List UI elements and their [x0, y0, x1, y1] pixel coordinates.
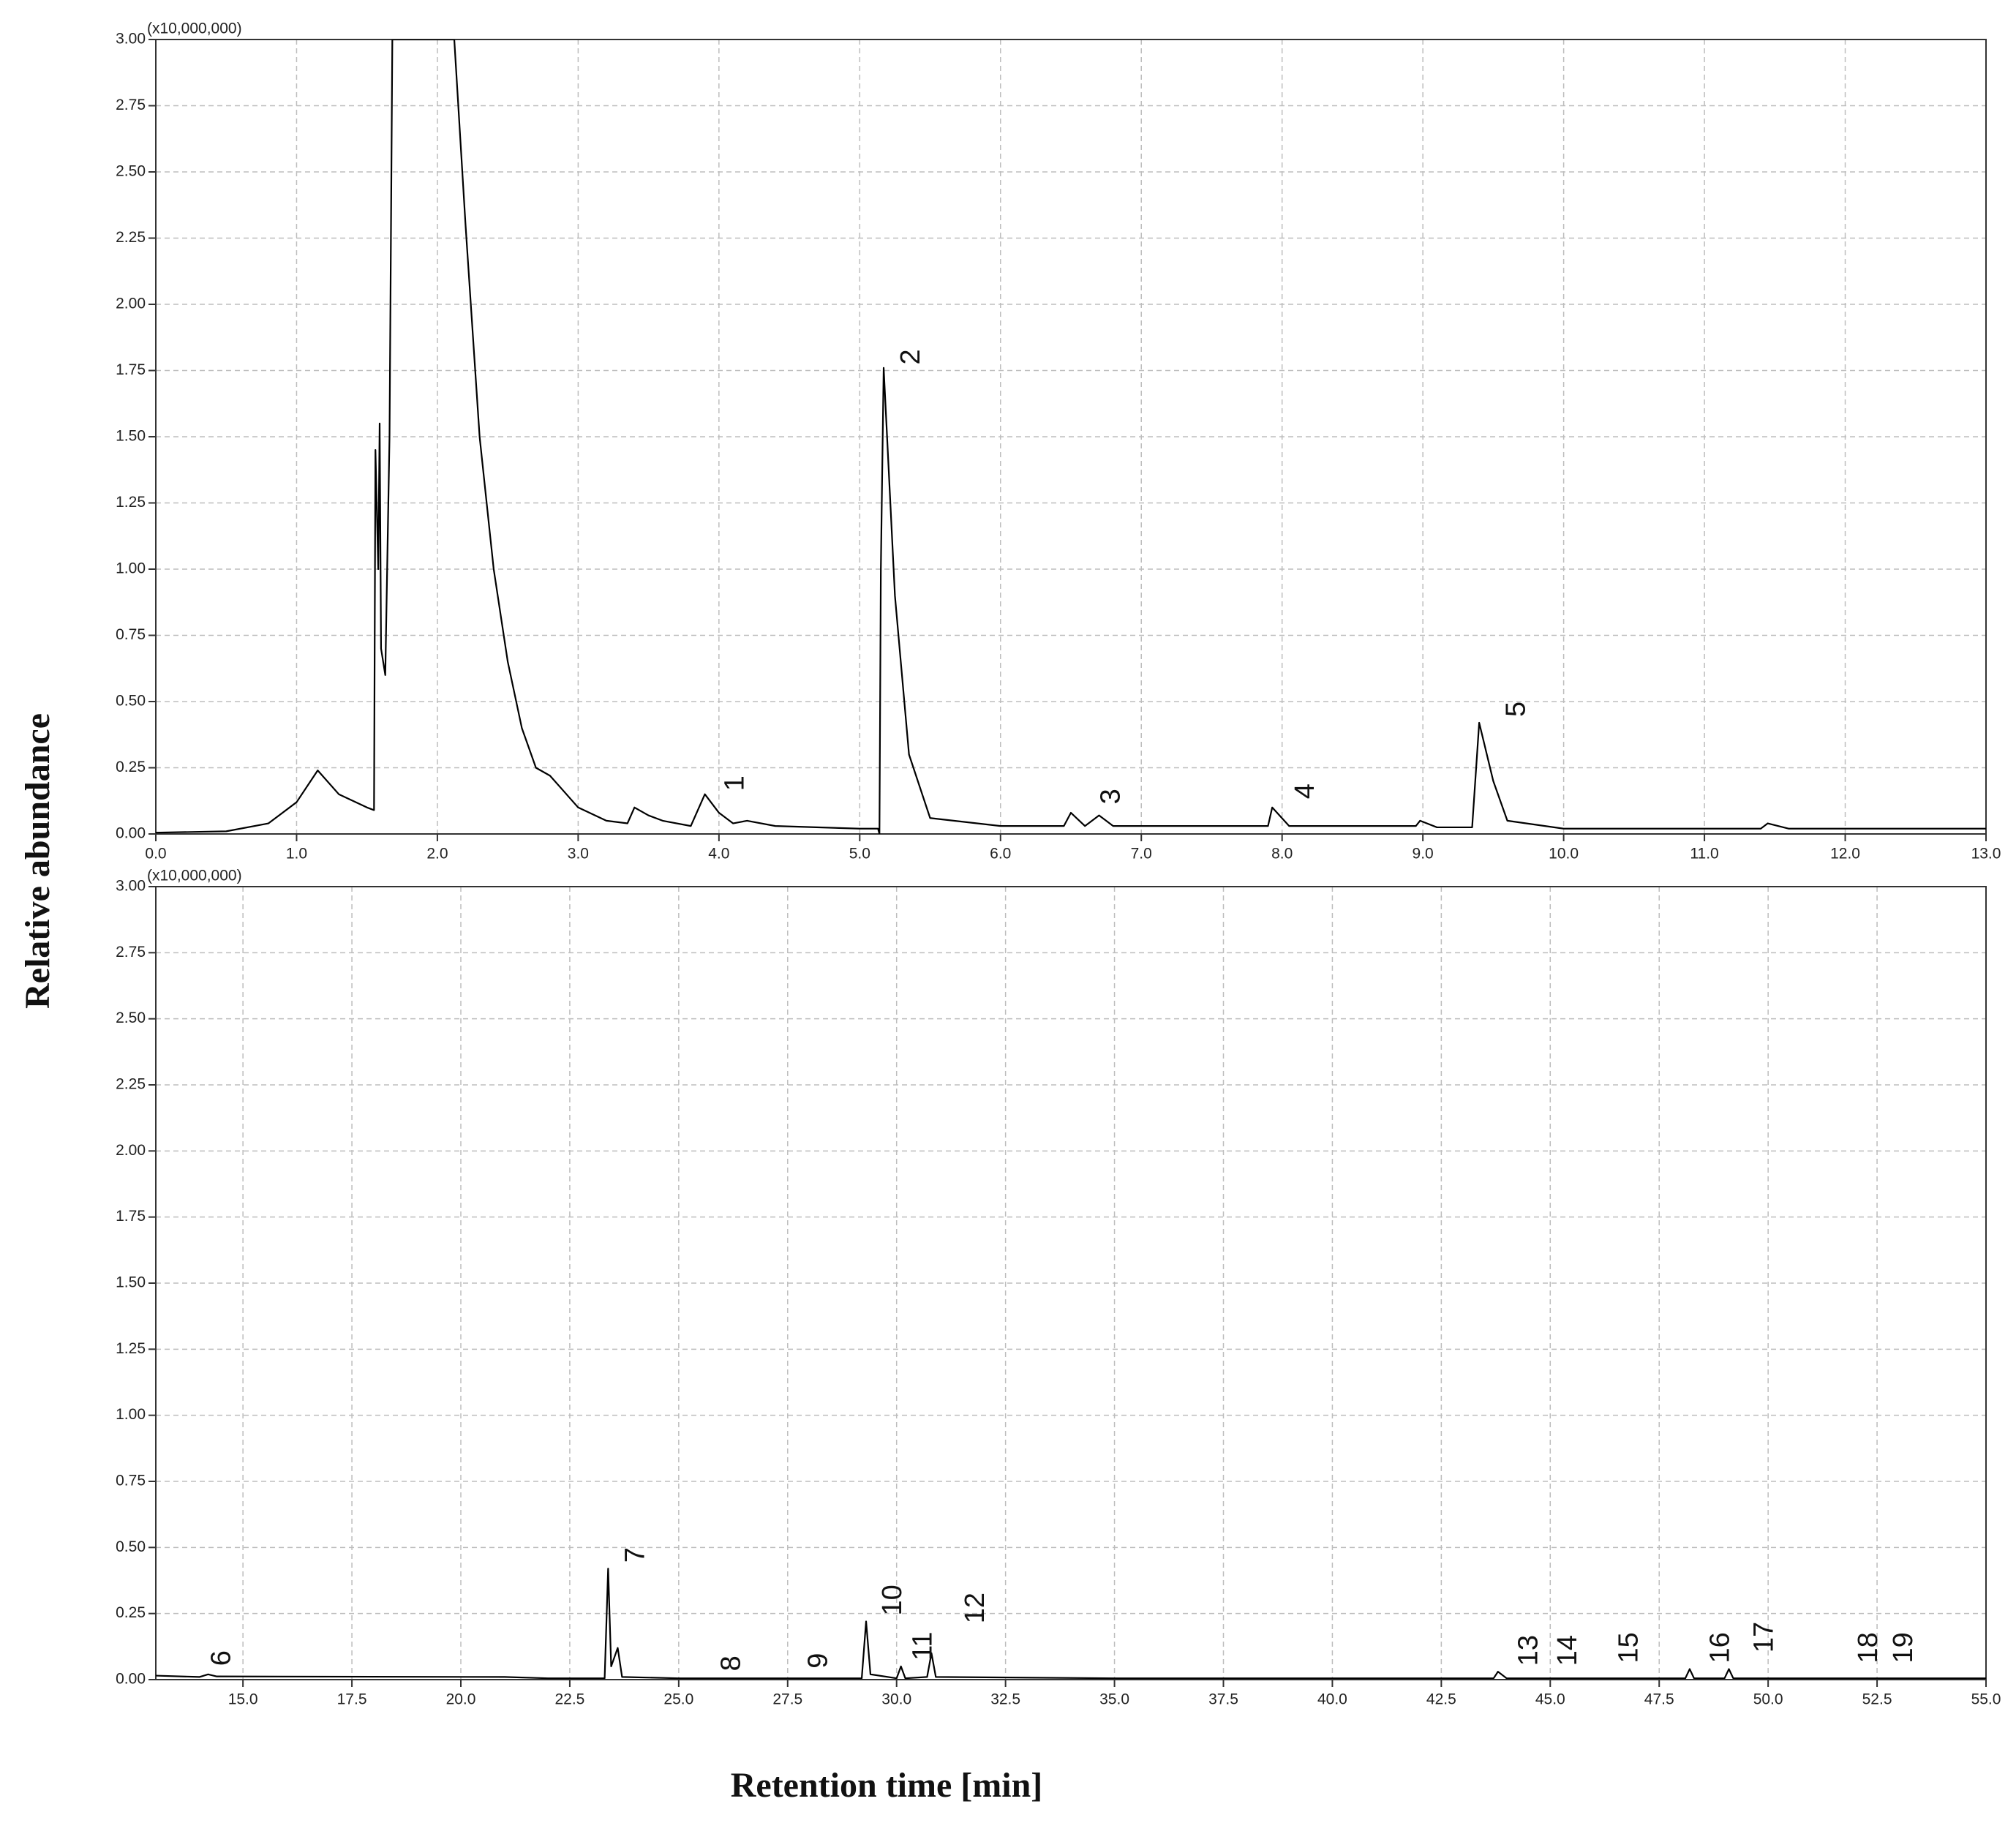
peak-label: 6 [206, 1650, 236, 1666]
x-tick-label: 35.0 [1099, 1691, 1129, 1708]
peak-label: 17 [1748, 1622, 1779, 1653]
trace-line [156, 1568, 1986, 1680]
y-tick-label: 0.00 [116, 1671, 146, 1688]
x-tick-label: 7.0 [1131, 846, 1152, 862]
peak-label: 4 [1290, 783, 1320, 799]
trace-line [156, 40, 1986, 834]
y-tick-label: 2.75 [116, 97, 146, 113]
x-tick-label: 9.0 [1413, 846, 1434, 862]
y-tick-label: 1.75 [116, 1208, 146, 1225]
x-tick-label: 17.5 [337, 1691, 367, 1708]
y-scale-label: (x10,000,000) [147, 20, 242, 37]
x-tick-label: 52.5 [1862, 1691, 1892, 1708]
y-tick-label: 2.25 [116, 229, 146, 246]
x-axis-title: Retention time [min] [731, 1766, 1043, 1805]
peak-label: 8 [715, 1655, 746, 1671]
y-tick-label: 0.00 [116, 825, 146, 842]
x-tick-label: 5.0 [849, 846, 870, 862]
peak-label: 14 [1552, 1635, 1583, 1666]
y-scale-label: (x10,000,000) [147, 868, 242, 884]
peak-label: 3 [1095, 789, 1126, 804]
peak-label: 1 [720, 775, 751, 791]
peak-label: 9 [803, 1653, 834, 1669]
x-tick-label: 22.5 [554, 1691, 584, 1708]
y-tick-label: 1.50 [116, 428, 146, 445]
peak-label: 15 [1614, 1632, 1644, 1663]
peak-label: 12 [960, 1593, 990, 1623]
x-tick-label: 37.5 [1208, 1691, 1238, 1708]
peak-label: 10 [877, 1585, 908, 1615]
y-tick-label: 0.25 [116, 1604, 146, 1621]
x-tick-label: 45.0 [1535, 1691, 1565, 1708]
y-tick-label: 2.50 [116, 1010, 146, 1026]
y-tick-label: 1.00 [116, 1406, 146, 1423]
x-tick-label: 8.0 [1271, 846, 1293, 862]
x-tick-label: 10.0 [1549, 846, 1579, 862]
y-tick-label: 2.50 [116, 163, 146, 180]
y-tick-label: 0.50 [116, 1538, 146, 1555]
plot-frame [155, 886, 1987, 1680]
x-tick-label: 2.0 [426, 846, 448, 862]
y-tick-label: 0.50 [116, 693, 146, 710]
y-tick-label: 1.25 [116, 1340, 146, 1357]
x-tick-label: 50.0 [1753, 1691, 1783, 1708]
x-tick-label: 27.5 [772, 1691, 802, 1708]
y-tick-label: 2.00 [116, 296, 146, 312]
x-tick-label: 15.0 [228, 1691, 258, 1708]
x-tick-label: 47.5 [1644, 1691, 1674, 1708]
x-tick-label: 25.0 [663, 1691, 693, 1708]
peak-label: 2 [895, 349, 926, 364]
y-tick-label: 2.75 [116, 944, 146, 961]
y-tick-label: 3.00 [116, 31, 146, 48]
x-tick-label: 6.0 [990, 846, 1011, 862]
peak-label: 5 [1501, 702, 1532, 717]
x-tick-label: 12.0 [1830, 846, 1860, 862]
x-tick-label: 11.0 [1690, 846, 1718, 862]
peak-label: 19 [1888, 1632, 1919, 1663]
y-tick-label: 0.75 [116, 1473, 146, 1489]
peak-label: 13 [1513, 1635, 1544, 1666]
peak-label: 11 [908, 1631, 939, 1660]
y-tick-label: 1.75 [116, 361, 146, 378]
x-tick-label: 1.0 [286, 846, 307, 862]
x-tick-label: 0.0 [145, 846, 166, 862]
peak-label: 16 [1705, 1632, 1736, 1663]
x-tick-label: 55.0 [1971, 1691, 2001, 1708]
x-tick-label: 42.5 [1426, 1691, 1456, 1708]
y-tick-label: 2.00 [116, 1142, 146, 1159]
y-axis-title: Relative abundance [18, 713, 57, 1009]
y-tick-label: 3.00 [116, 878, 146, 895]
y-tick-label: 2.25 [116, 1076, 146, 1093]
y-tick-label: 1.25 [116, 494, 146, 511]
peak-label: 7 [620, 1547, 650, 1563]
y-tick-label: 1.00 [116, 560, 146, 577]
y-tick-label: 1.50 [116, 1274, 146, 1291]
x-tick-label: 3.0 [568, 846, 589, 862]
x-tick-label: 13.0 [1971, 846, 2001, 862]
y-tick-label: 0.25 [116, 759, 146, 775]
x-tick-label: 40.0 [1317, 1691, 1347, 1708]
x-tick-label: 32.5 [990, 1691, 1020, 1708]
x-tick-label: 4.0 [708, 846, 729, 862]
y-tick-label: 0.75 [116, 626, 146, 643]
x-tick-label: 30.0 [881, 1691, 911, 1708]
x-tick-label: 20.0 [446, 1691, 476, 1708]
peak-label: 18 [1853, 1632, 1884, 1663]
plot-frame [155, 39, 1987, 835]
